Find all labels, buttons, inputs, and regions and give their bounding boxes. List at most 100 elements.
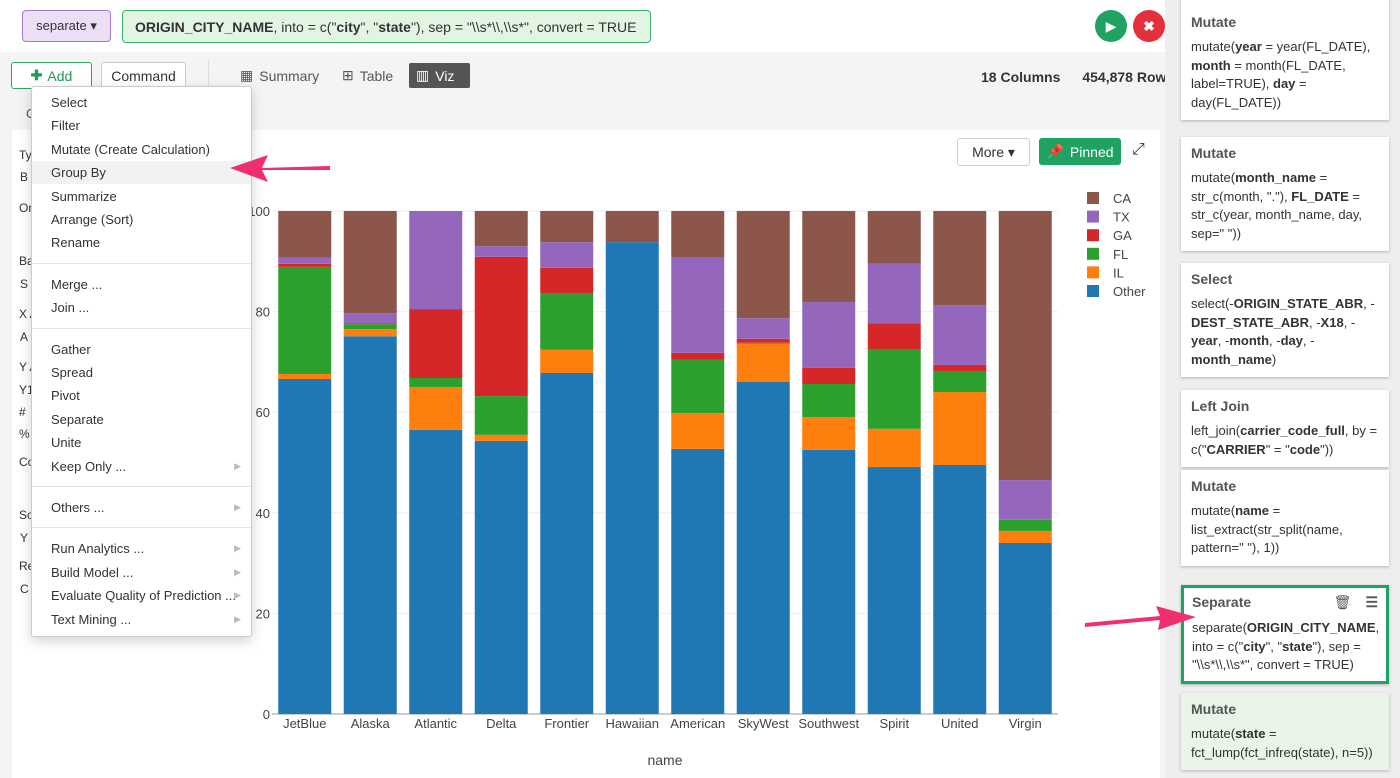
step-card[interactable]: Left Join left_join(carrier_code_full, by… (1181, 390, 1389, 467)
bar-segment-ca (540, 211, 594, 243)
close-icon: ✖ (1143, 17, 1155, 34)
run-button[interactable]: ▶ (1095, 10, 1127, 42)
menu-divider (32, 527, 251, 529)
code-text: , - (1269, 333, 1281, 348)
step-actions: 🗑 ☰ (1334, 594, 1378, 611)
menu-item-spread[interactable]: Spread (32, 361, 251, 384)
settings-fragment: B (20, 170, 29, 184)
code-keyword: month (1191, 57, 1231, 73)
code-keyword: state (1282, 638, 1313, 654)
menu-item-join[interactable]: Join ... (32, 296, 251, 319)
menu-divider (32, 486, 251, 487)
bar-segment-ga (867, 323, 921, 350)
bar-segment-other (540, 372, 594, 714)
menu-item-run-analytics[interactable]: Run Analytics ... ▶ (32, 537, 251, 560)
chevron-right-icon: ▶ (234, 502, 241, 512)
cancel-button[interactable]: ✖ (1133, 10, 1165, 42)
code-keyword: X18 (1320, 314, 1344, 330)
trash-icon[interactable]: 🗑 (1333, 594, 1352, 610)
bar-segment-fl (540, 292, 594, 350)
menu-item-evaluate-quality-of-prediction[interactable]: Evaluate Quality of Prediction ... ▶ (32, 584, 251, 607)
menu-divider (32, 262, 251, 264)
bar-segment-fl (802, 384, 856, 418)
settings-fragment: Ty (19, 148, 32, 162)
menu-item-text-mining[interactable]: Text Mining ... ▶ (32, 608, 251, 631)
menu-item-unite[interactable]: Unite (32, 431, 251, 454)
add-button[interactable]: ✚ Add (11, 62, 92, 89)
code-text: = str_c(year, month_name, day, sep=" ")) (1191, 188, 1363, 241)
code-keyword: DEST_STATE_ABR (1191, 314, 1309, 330)
legend-label: TX (1113, 210, 1130, 225)
code-text: mutate( (1191, 503, 1236, 518)
bar-segment-other (998, 542, 1052, 714)
expand-icon[interactable]: ⤢ (1132, 141, 1145, 158)
bar-segment-ga (409, 309, 463, 378)
tab-table[interactable]: ⊞ Table (335, 63, 400, 88)
bar-segment-ca (671, 211, 725, 258)
legend-swatch (1087, 210, 1099, 223)
function-dropdown[interactable]: separate ▾ (22, 10, 111, 42)
menu-item-others[interactable]: Others ... ▶ (32, 496, 251, 519)
menu-item-rename[interactable]: Rename (32, 231, 251, 254)
subtab-fragment[interactable]: C (26, 106, 35, 121)
row-count: 454,878 Rows (1082, 69, 1175, 85)
tab-viz[interactable]: ▥ Viz (409, 63, 470, 88)
pinned-button[interactable]: 📌 Pinned (1039, 138, 1121, 165)
bar-segment-il (802, 417, 856, 450)
more-button[interactable]: More ▾ (957, 138, 1030, 166)
menu-item-arrange-sort[interactable]: Arrange (Sort) (32, 208, 251, 231)
x-tick-label: Virgin (1009, 716, 1042, 731)
step-card[interactable]: Mutate mutate(year = year(FL_DATE), month… (1181, 0, 1389, 120)
menu-item-gather[interactable]: Gather (32, 338, 251, 361)
menu-item-label: Spread (51, 365, 93, 380)
step-card[interactable]: Separate 🗑 ☰ separate(ORIGIN_CITY_NAME, int… (1181, 585, 1389, 684)
menu-item-separate[interactable]: Separate (32, 408, 251, 431)
menu-item-filter[interactable]: Filter (32, 114, 251, 137)
code-keyword: year (1191, 333, 1218, 348)
step-card[interactable]: Mutate mutate(state = fct_lump(fct_infreq… (1181, 693, 1389, 770)
step-card[interactable]: Select select(-ORIGIN_STATE_ABR, -DEST_ST… (1181, 263, 1389, 377)
menu-item-keep-only[interactable]: Keep Only ... ▶ (32, 455, 251, 478)
legend-swatch (1087, 247, 1099, 260)
legend-label: CA (1113, 191, 1131, 206)
x-tick-label: United (941, 716, 979, 731)
code-keyword: day (1273, 76, 1296, 91)
bar-segment-il (998, 530, 1052, 543)
menu-item-group-by[interactable]: Group By (32, 161, 251, 185)
menu-divider (32, 327, 251, 329)
menu-item-merge[interactable]: Merge ... (32, 273, 251, 296)
step-card[interactable]: Mutate mutate(name = list_extract(str_spl… (1181, 470, 1389, 566)
bar-segment-other (867, 467, 921, 714)
menu-item-label: Evaluate Quality of Prediction ... (51, 588, 236, 604)
code-text: "), sep = "\\s*\\,\\s*", convert = TRUE (410, 18, 637, 35)
tab-label: Table (359, 67, 394, 84)
chevron-right-icon: ▶ (234, 613, 241, 624)
code-text: , by = c(" (1191, 423, 1378, 457)
bar-segment-ca (278, 211, 332, 258)
menu-item-summarize[interactable]: Summarize (32, 185, 251, 208)
command-input[interactable]: ORIGIN_CITY_NAME, into = c(" city ", " stat… (122, 10, 651, 43)
x-tick-label: Frontier (544, 716, 589, 731)
menu-item-build-model[interactable]: Build Model ... ▶ (32, 561, 251, 584)
menu-item-pivot[interactable]: Pivot (32, 384, 251, 407)
menu-item-select[interactable]: Select (32, 91, 251, 114)
bar-segment-fl (671, 359, 725, 414)
tab-summary[interactable]: ▦ Summary (233, 63, 326, 88)
menu-item-label: Text Mining ... (51, 611, 132, 627)
code-text: "), sep = "\\s*\\,\\s*", convert = TRUE) (1192, 638, 1361, 673)
toolbar-divider (208, 60, 209, 90)
bar-segment-il (933, 392, 987, 466)
code-text: ")) (1320, 441, 1334, 457)
menu-item-mutate-create-calculation[interactable]: Mutate (Create Calculation) (32, 138, 251, 161)
code-text: , into = c(" (273, 18, 337, 35)
menu-icon[interactable]: ☰ (1365, 594, 1378, 610)
x-tick-label: Hawaiian (606, 716, 659, 731)
command-button[interactable]: Command (101, 62, 186, 89)
code-keyword: FL_DATE (1291, 188, 1349, 204)
bar-segment-other (671, 448, 725, 714)
code-text: mutate( (1191, 39, 1236, 54)
step-card[interactable]: Mutate mutate(month_name = str_c(month, "… (1181, 137, 1389, 251)
bar-segment-tx (278, 257, 332, 264)
menu-item-label: Run Analytics ... (51, 541, 145, 557)
y-tick-label: 20 (256, 606, 270, 621)
